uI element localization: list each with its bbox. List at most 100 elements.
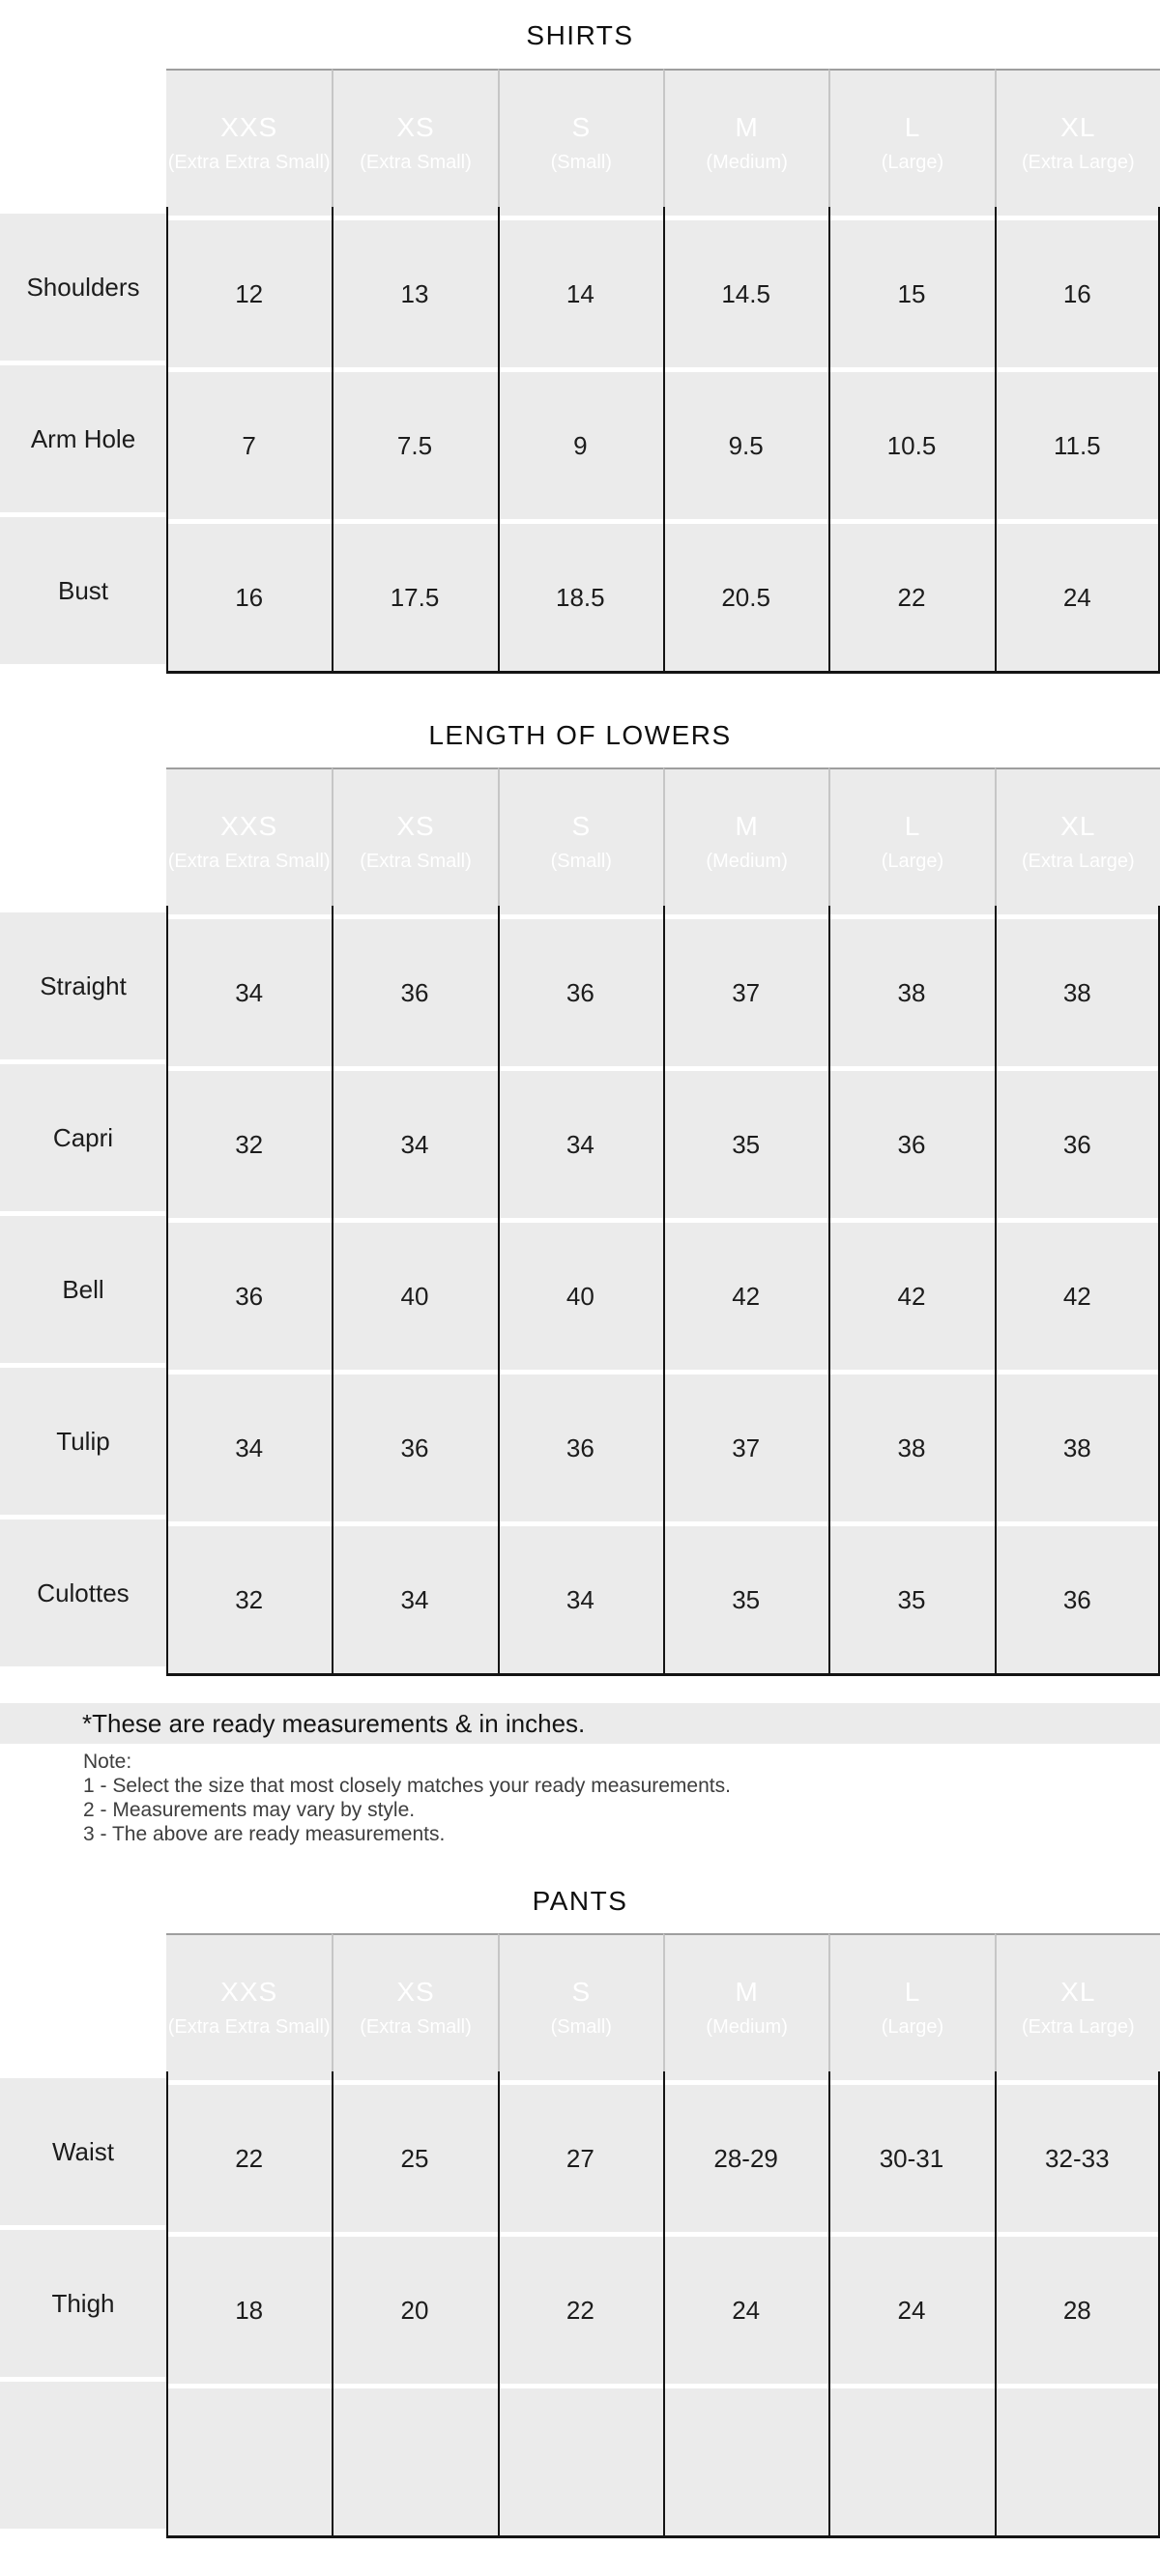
shirts-row-label-shoulders: Shoulders (0, 214, 166, 361)
ready-measurements-footnote: *These are ready measurements & in inche… (0, 1703, 1160, 1744)
pants-cell-thigh-l: 24 (828, 2237, 995, 2384)
size-code: XXS (220, 112, 278, 142)
lowers-cell-tulip-l: 38 (828, 1375, 995, 1521)
lowers-row-label-capri: Capri (0, 1064, 166, 1211)
shirts-cell-bust-xxs: 16 (166, 524, 333, 671)
pants-row-label-empty (0, 2382, 166, 2529)
pants-cell-empty-xxs (166, 2388, 333, 2535)
shirts-table: Shoulders Arm Hole Bust XXS (Extra Extra… (0, 64, 1160, 674)
size-full-name: (Extra Large) (1021, 152, 1135, 173)
shirts-row-labels-column: Shoulders Arm Hole Bust (0, 64, 166, 674)
size-full-name: (Extra Large) (1021, 851, 1135, 872)
lowers-row-label-culottes: Culottes (0, 1520, 166, 1666)
size-code: L (904, 811, 921, 841)
lowers-column-m: M (Medium) 37 35 42 37 35 (662, 763, 829, 1676)
shirts-cell-shoulders-s: 14 (497, 220, 663, 367)
size-header-l: L (Large) (828, 1933, 995, 2080)
pants-row-label-waist: Waist (0, 2078, 166, 2225)
size-full-name: (Extra Extra Small) (167, 851, 331, 872)
lowers-row-label-tulip: Tulip (0, 1368, 166, 1515)
lowers-table: Straight Capri Bell Tulip Culottes XXS (… (0, 763, 1160, 1676)
lowers-corner-spacer (0, 763, 166, 908)
note-item-1: 1 - Select the size that most closely ma… (83, 1775, 731, 1797)
shirts-column-l: L (Large) 15 10.5 22 (828, 64, 995, 674)
pants-cell-waist-l: 30-31 (828, 2085, 995, 2232)
size-full-name: (Extra Small) (360, 152, 472, 173)
pants-column-xxs: XXS (Extra Extra Small) 22 18 (166, 1928, 333, 2538)
shirts-column-m: M (Medium) 14.5 9.5 20.5 (662, 64, 829, 674)
pants-cell-thigh-s: 22 (497, 2237, 663, 2384)
size-code: XS (396, 811, 435, 841)
lowers-cell-capri-xl: 36 (994, 1071, 1160, 1218)
pants-column-l: L (Large) 30-31 24 (828, 1928, 995, 2538)
size-code: XL (1060, 112, 1096, 142)
shirts-cell-bust-l: 22 (828, 524, 995, 671)
pants-cell-waist-s: 27 (497, 2085, 663, 2232)
pants-column-s: S (Small) 27 22 (497, 1928, 663, 2538)
lowers-cell-bell-xxs: 36 (166, 1223, 333, 1370)
pants-row-labels-column: Waist Thigh (0, 1928, 166, 2538)
size-full-name: (Extra Small) (360, 2016, 472, 2038)
pants-column-xl: XL (Extra Large) 32-33 28 (994, 1928, 1160, 2538)
lowers-column-xs: XS (Extra Small) 36 34 40 36 34 (332, 763, 498, 1676)
pants-cell-empty-xs (332, 2388, 498, 2535)
lowers-cell-bell-xl: 42 (994, 1223, 1160, 1370)
size-full-name: (Large) (881, 2016, 944, 2038)
size-full-name: (Small) (550, 152, 612, 173)
size-full-name: (Extra Large) (1021, 2016, 1135, 2038)
note-item-2: 2 - Measurements may vary by style. (83, 1799, 416, 1821)
lowers-column-xl: XL (Extra Large) 38 36 42 38 36 (994, 763, 1160, 1676)
size-code: L (904, 1977, 921, 2007)
lowers-column-l: L (Large) 38 36 42 38 35 (828, 763, 995, 1676)
size-code: XXS (220, 1977, 278, 2007)
pants-column-m: M (Medium) 28-29 24 (662, 1928, 829, 2538)
size-code: S (571, 811, 592, 841)
size-full-name: (Extra Small) (360, 851, 472, 872)
lowers-cell-bell-m: 42 (662, 1223, 829, 1370)
lowers-cell-tulip-m: 37 (662, 1375, 829, 1521)
pants-cell-waist-xxs: 22 (166, 2085, 333, 2232)
size-code: XS (396, 112, 435, 142)
size-full-name: (Extra Extra Small) (167, 2016, 331, 2038)
lowers-cell-capri-l: 36 (828, 1071, 995, 1218)
shirts-cell-shoulders-xl: 16 (994, 220, 1160, 367)
size-full-name: (Small) (550, 2016, 612, 2038)
size-code: L (904, 112, 921, 142)
size-header-xl: XL (Extra Large) (994, 767, 1160, 914)
size-full-name: (Medium) (706, 2016, 788, 2038)
lowers-cell-culottes-s: 34 (497, 1526, 663, 1673)
pants-cell-thigh-xs: 20 (332, 2237, 498, 2384)
size-header-xxs: XXS (Extra Extra Small) (166, 1933, 333, 2080)
shirts-cell-bust-m: 20.5 (662, 524, 829, 671)
shirts-column-xl: XL (Extra Large) 16 11.5 24 (994, 64, 1160, 674)
size-full-name: (Medium) (706, 851, 788, 872)
size-header-xxs: XXS (Extra Extra Small) (166, 69, 333, 216)
size-full-name: (Large) (881, 152, 944, 173)
lowers-cell-capri-xs: 34 (332, 1071, 498, 1218)
shirts-column-xs: XS (Extra Small) 13 7.5 17.5 (332, 64, 498, 674)
shirts-cell-armhole-xs: 7.5 (332, 372, 498, 519)
pants-table: Waist Thigh XXS (Extra Extra Small) 22 1… (0, 1928, 1160, 2538)
size-header-xl: XL (Extra Large) (994, 1933, 1160, 2080)
lowers-cell-straight-m: 37 (662, 919, 829, 1066)
size-code: M (735, 112, 759, 142)
pants-cell-empty-s (497, 2388, 663, 2535)
shirts-cell-shoulders-xs: 13 (332, 220, 498, 367)
size-code: XS (396, 1977, 435, 2007)
lowers-cell-straight-xl: 38 (994, 919, 1160, 1066)
lowers-cell-culottes-xxs: 32 (166, 1526, 333, 1673)
pants-cell-waist-xl: 32-33 (994, 2085, 1160, 2232)
lowers-row-labels-column: Straight Capri Bell Tulip Culottes (0, 763, 166, 1676)
notes-heading: Note: (83, 1751, 132, 1773)
shirts-cell-armhole-m: 9.5 (662, 372, 829, 519)
size-full-name: (Large) (881, 851, 944, 872)
pants-cell-waist-m: 28-29 (662, 2085, 829, 2232)
shirts-corner-spacer (0, 64, 166, 209)
lowers-cell-culottes-l: 35 (828, 1526, 995, 1673)
lowers-cell-culottes-xl: 36 (994, 1526, 1160, 1673)
size-full-name: (Small) (550, 851, 612, 872)
pants-title: PANTS (532, 1886, 628, 1916)
lowers-column-s: S (Small) 36 34 40 36 34 (497, 763, 663, 1676)
size-code: S (571, 112, 592, 142)
pants-cell-empty-m (662, 2388, 829, 2535)
